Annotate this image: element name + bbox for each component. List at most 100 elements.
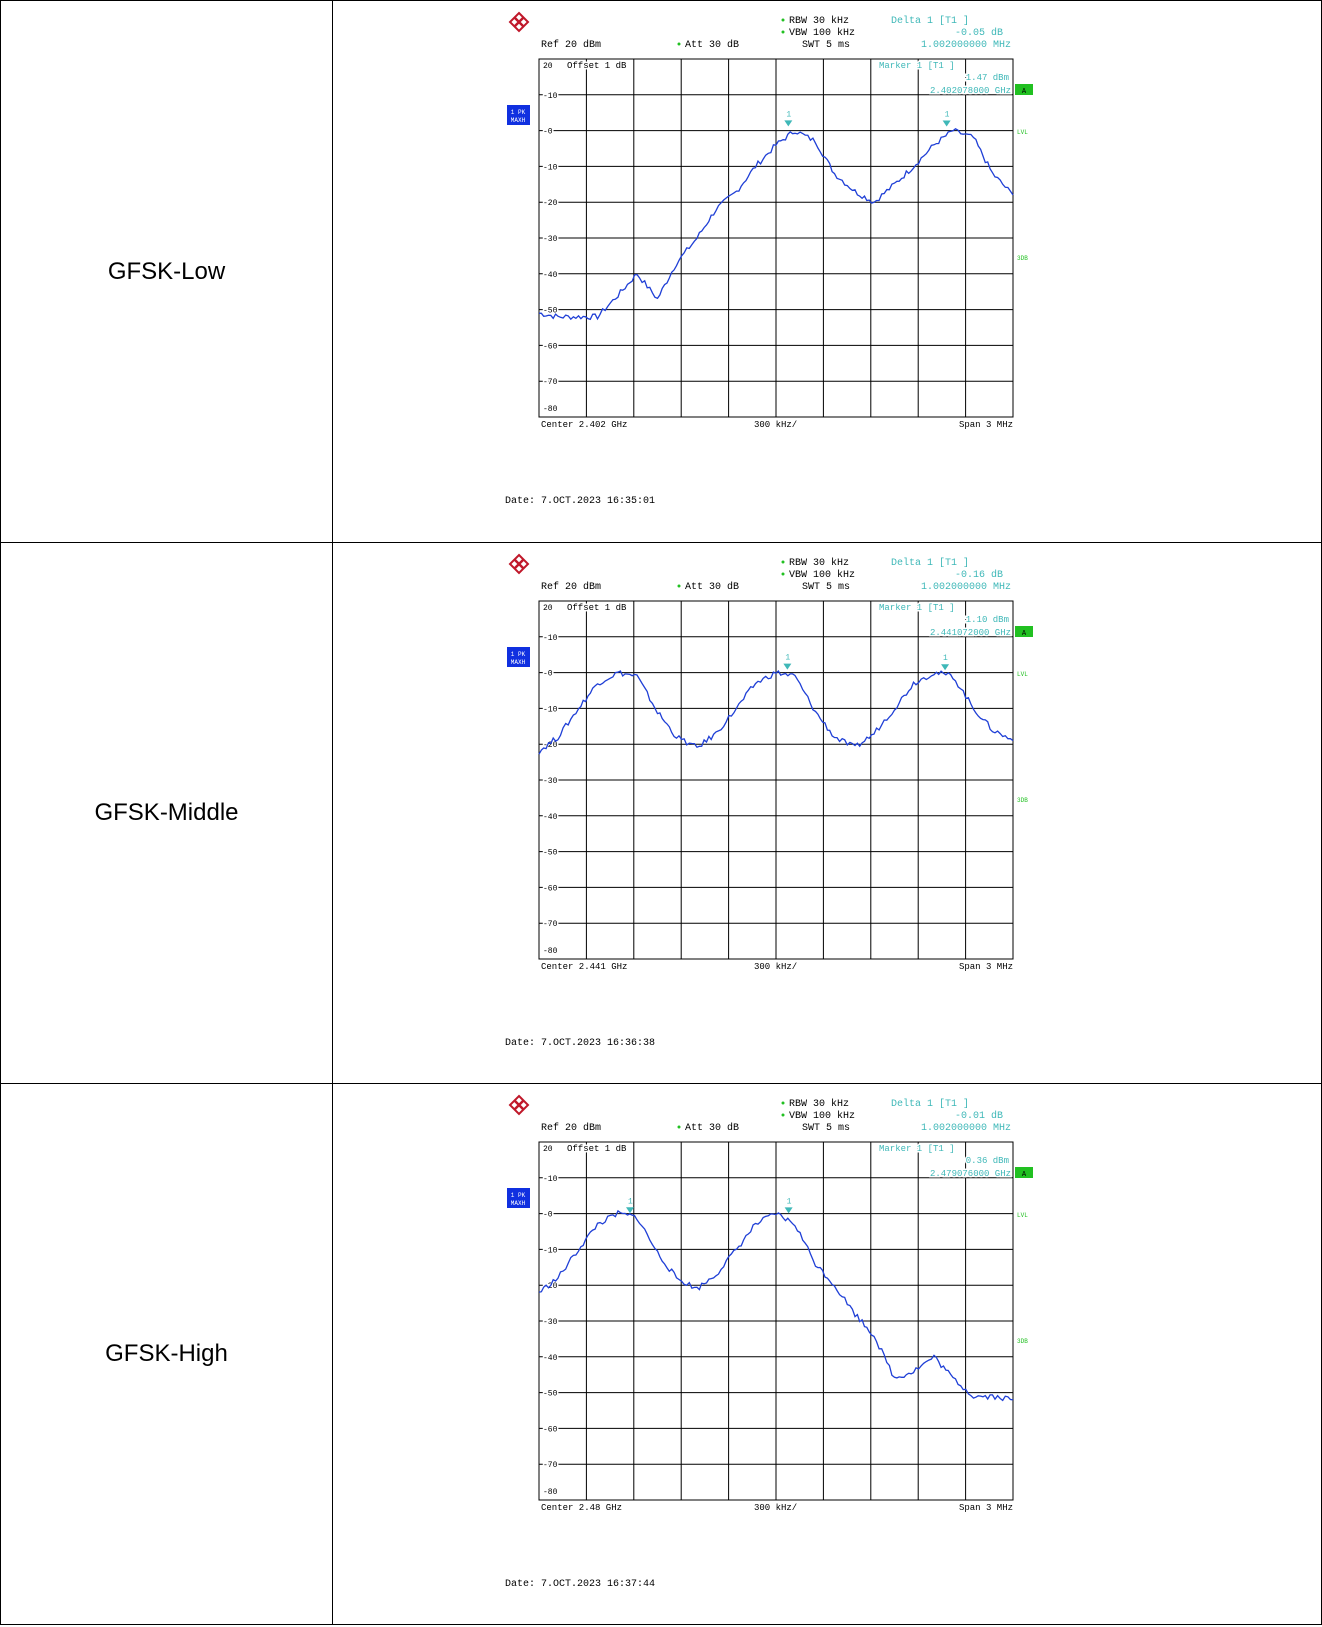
marker-frequency: 2.402078000 GHz	[930, 86, 1011, 96]
marker-triangle	[941, 664, 950, 671]
plot-cell: Ref 20 dBm Att 30 dB RBW 30 kHz VBW 100 kHz…	[332, 1083, 1322, 1625]
trace-label: 1 PK	[511, 651, 526, 658]
a-label: A	[1022, 1171, 1027, 1179]
rbw-label: RBW 30 kHz	[789, 1098, 849, 1110]
lvl-label: LVL	[1017, 1212, 1028, 1219]
marker-1: 1	[626, 1197, 635, 1214]
delta-title: Delta 1 [T1 ]	[891, 15, 969, 27]
plot-cell: Ref 20 dBm Att 30 dB RBW 30 kHz VBW 100 kHz…	[332, 542, 1322, 1084]
y-tick-label: -60	[543, 342, 558, 351]
delta-marker-1: 1	[942, 111, 951, 127]
sweep-time-label: SWT 5 ms	[802, 582, 850, 593]
per-division-label: 300 kHz/	[754, 962, 797, 972]
ref-level-label: Ref 20 dBm	[541, 39, 601, 51]
rbw-dot	[781, 18, 785, 22]
marker-triangle	[626, 1207, 635, 1214]
marker-level: 0.36 dBm	[966, 1156, 1009, 1166]
trace-label: 1 PK	[511, 109, 526, 116]
span-label: Span 3 MHz	[959, 962, 1013, 972]
a-badge	[1015, 626, 1033, 637]
y-tick-label: -10	[543, 163, 558, 172]
vbw-label: VBW 100 kHz	[789, 569, 855, 581]
mode-label: MAXH	[511, 659, 526, 666]
table-row: GFSK-Low Ref 20 dBm Att 30 dB RBW 30 kHz VB…	[0, 0, 1322, 543]
a-label: A	[1022, 88, 1027, 96]
rbw-label: RBW 30 kHz	[789, 15, 849, 27]
marker-frequency: 2.479076000 GHz	[930, 1169, 1011, 1179]
a-label: A	[1022, 630, 1027, 638]
delta-level: -0.01 dB	[955, 1110, 1003, 1122]
y-tick-label: -10	[543, 705, 558, 714]
center-frequency-label: Center 2.48 GHz	[541, 1503, 622, 1513]
y-tick-label: -50	[543, 307, 558, 316]
plot-cell: Ref 20 dBm Att 30 dB RBW 30 kHz VBW 100 kHz…	[332, 0, 1322, 543]
delta-title: Delta 1 [T1 ]	[891, 557, 969, 569]
marker-number: 1	[943, 654, 948, 663]
y-tick-label: -0	[543, 670, 553, 679]
row-label: GFSK-Middle	[0, 542, 333, 1084]
lvl-label: LVL	[1017, 671, 1028, 678]
center-frequency-label: Center 2.441 GHz	[541, 962, 627, 972]
grid-lines	[539, 1142, 1013, 1500]
delta-frequency: 1.002000000 MHz	[921, 40, 1011, 51]
att-dot	[677, 42, 681, 46]
date-stamp: Date: 7.OCT.2023 16:36:38	[505, 1038, 655, 1049]
rbw-dot	[781, 560, 785, 564]
delta-marker-1: 1	[941, 654, 950, 671]
table-row: GFSK-Middle Ref 20 dBm Att 30 dB RBW 30 kH…	[0, 542, 1322, 1084]
marker-1: 1	[783, 654, 792, 670]
delta-level: -0.16 dB	[955, 569, 1003, 581]
y-tick-label: -70	[543, 920, 558, 929]
mode-label: MAXH	[511, 1200, 526, 1207]
y-tick-label: 20	[543, 1145, 553, 1154]
y-tick-label: -20	[543, 199, 558, 208]
y-tick-label: -80	[543, 1488, 558, 1497]
att-dot	[677, 584, 681, 588]
trace-line	[538, 1209, 1014, 1402]
y-tick-label: -0	[543, 1211, 553, 1220]
y-tick-label: -60	[543, 1425, 558, 1434]
y-tick-label: -80	[543, 947, 558, 956]
delta-frequency: 1.002000000 MHz	[921, 1123, 1011, 1134]
grid-lines	[539, 59, 1013, 417]
vbw-dot	[781, 1113, 785, 1117]
att-dot	[677, 1125, 681, 1129]
threedb-label: 3DB	[1017, 797, 1028, 804]
delta-marker-1: 1	[784, 1197, 793, 1214]
vbw-dot	[781, 30, 785, 34]
marker-number: 1	[785, 654, 790, 663]
marker-title: Marker 1 [T1 ]	[879, 1144, 955, 1154]
span-label: Span 3 MHz	[959, 420, 1013, 430]
y-tick-label: -70	[543, 1461, 558, 1470]
threedb-label: 3DB	[1017, 255, 1028, 262]
y-tick-label: -10	[543, 92, 558, 101]
offset-label: Offset 1 dB	[567, 603, 627, 613]
marker-level: 1.10 dBm	[966, 615, 1009, 625]
vbw-dot	[781, 572, 785, 576]
vbw-label: VBW 100 kHz	[789, 1110, 855, 1122]
per-division-label: 300 kHz/	[754, 1503, 797, 1513]
y-tick-label: -30	[543, 1318, 558, 1327]
y-tick-label: -30	[543, 235, 558, 244]
marker-number: 1	[787, 1197, 792, 1206]
mode-label: MAXH	[511, 117, 526, 124]
rbw-label: RBW 30 kHz	[789, 557, 849, 569]
y-tick-label: -40	[543, 1354, 558, 1363]
y-tick-label: -40	[543, 813, 558, 822]
y-tick-label: -40	[543, 271, 558, 280]
offset-label: Offset 1 dB	[567, 1144, 627, 1154]
ref-level-label: Ref 20 dBm	[541, 1122, 601, 1134]
attenuation-label: Att 30 dB	[685, 1122, 739, 1134]
y-tick-label: -70	[543, 378, 558, 387]
marker-triangle	[783, 663, 792, 670]
delta-level: -0.05 dB	[955, 27, 1003, 39]
center-frequency-label: Center 2.402 GHz	[541, 420, 627, 430]
marker-number: 1	[628, 1197, 633, 1206]
date-stamp: Date: 7.OCT.2023 16:35:01	[505, 496, 655, 507]
y-tick-label: -0	[543, 128, 553, 137]
sweep-time-label: SWT 5 ms	[802, 40, 850, 51]
